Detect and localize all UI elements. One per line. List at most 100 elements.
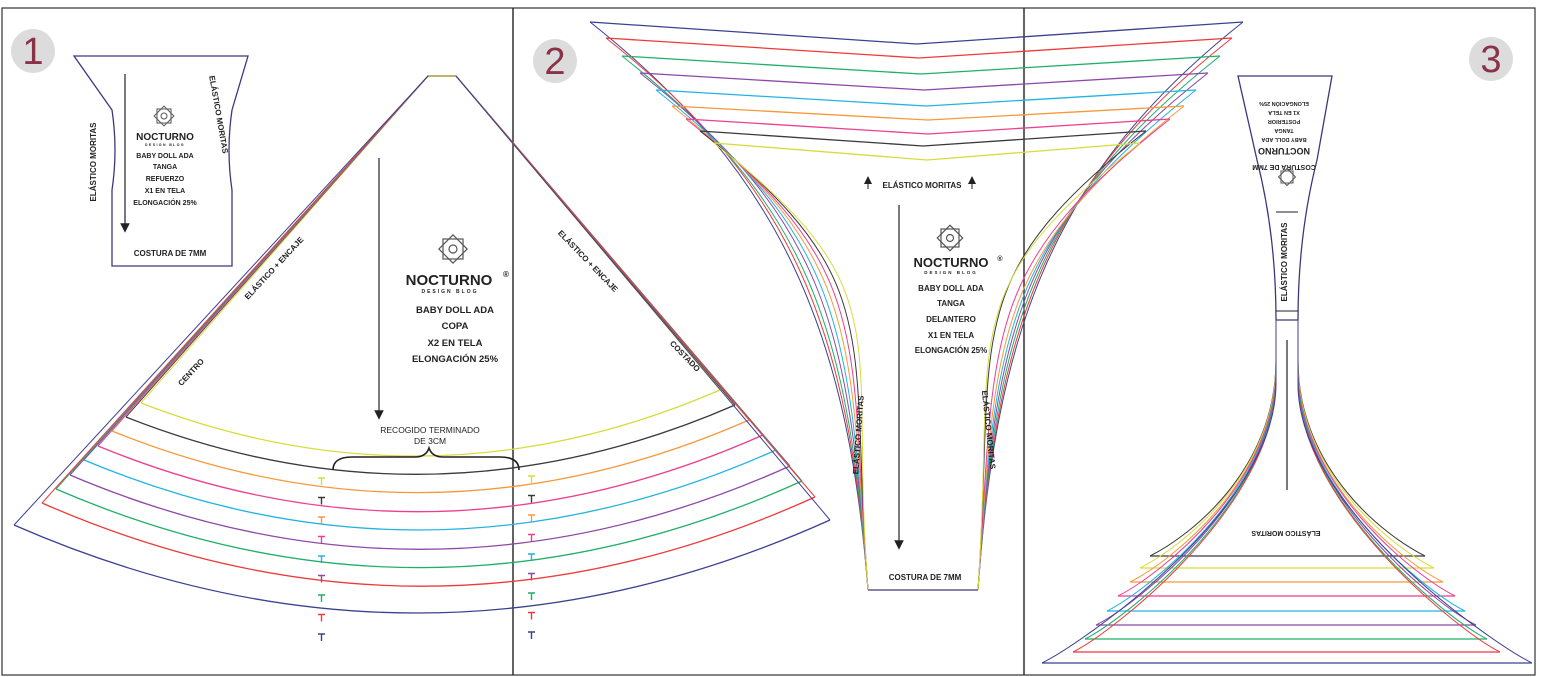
posterior-top-label: COSTURA DE 7MM (1252, 163, 1316, 170)
delantero-brand-reg: ® (997, 255, 1003, 263)
delantero-size-waist-1 (589, 21, 1244, 45)
refuerzo-line-4: X1 EN TELA (145, 188, 185, 195)
posterior-brand-name: NOCTURNO (1258, 146, 1310, 156)
copa-line-4: ELONGACIÓN 25% (412, 353, 499, 365)
copa-notch-right-7 (528, 592, 535, 600)
copa-right-edge-label: ELÁSTICO + ENCAJE (556, 229, 620, 295)
delantero-size-side-left-3 (621, 55, 869, 591)
delantero-size-side-left-7 (685, 118, 869, 591)
svg-text:3: 3 (1480, 39, 1501, 81)
copa-gather-line2: DE 3CM (414, 436, 446, 446)
delantero-size-side-left-2 (605, 37, 869, 591)
piece-delantero: ELÁSTICO MORITAS NOCTURNO ® DESIGN BLOG … (589, 21, 1244, 591)
refuerzo-line-3: REFUERZO (146, 176, 185, 183)
delantero-size-side-right-5 (977, 89, 1197, 591)
delantero-line-3: DELANTERO (926, 315, 976, 324)
posterior-size-side-left-4 (1117, 320, 1277, 597)
delantero-size-side-right-9 (977, 142, 1141, 591)
posterior-size-side-left-9 (1041, 320, 1277, 664)
posterior-size-side-left-5 (1106, 320, 1277, 612)
delantero-brand-tagline: DESIGN BLOG (924, 270, 978, 275)
copa-brand-tagline: DESIGN BLOG (421, 289, 478, 295)
copa-size-hem-9 (13, 519, 831, 614)
delantero-line-4: X1 EN TELA (928, 331, 974, 340)
refuerzo-outline (72, 55, 249, 267)
delantero-size-side-left-5 (655, 89, 869, 591)
delantero-size-side-right-1 (977, 21, 1244, 591)
copa-size-edge-left-9 (13, 75, 429, 526)
posterior-size-side-right-9 (1297, 320, 1533, 664)
delantero-size-waist-3 (621, 55, 1221, 75)
delantero-brand-logo (936, 224, 964, 252)
delantero-size-bands (589, 21, 1244, 591)
copa-line-2: COPA (442, 321, 469, 332)
posterior-size-side-right-7 (1297, 320, 1488, 640)
delantero-bottom-label: COSTURA DE 7MM (889, 573, 962, 582)
copa-notch-right-9 (528, 631, 535, 639)
delantero-size-waist-4 (639, 72, 1209, 91)
copa-left-edge-label: ELÁSTICO + ENCAJE (243, 235, 306, 302)
copa-brand-reg: ® (503, 270, 509, 279)
posterior-size-side-right-3 (1297, 320, 1444, 583)
posterior-line-1: BABY DOLL ADA (1261, 136, 1306, 142)
delantero-size-side-left-6 (671, 105, 869, 591)
posterior-line-3: POSTERIOR (1268, 118, 1300, 124)
delantero-top-label: ELÁSTICO MORITAS (883, 181, 963, 190)
copa-size-hem-6 (69, 465, 791, 550)
panel-number-1: 1 (11, 29, 55, 73)
copa-notch-right-8 (528, 611, 535, 620)
sheet-frame (1, 7, 1536, 676)
gather-brace (332, 445, 520, 471)
copa-size-hem-7 (55, 480, 803, 569)
copa-size-hem-5 (83, 449, 777, 531)
delantero-size-side-left-9 (713, 142, 869, 591)
copa-brand-logo (438, 234, 468, 264)
copa-notch-left-7 (318, 594, 325, 602)
delantero-size-side-right-2 (977, 37, 1233, 591)
delantero-size-waist-7 (685, 118, 1171, 135)
posterior-size-side-right-8 (1297, 320, 1501, 653)
copa-notch-left-3 (318, 516, 325, 524)
delantero-line-1: BABY DOLL ADA (918, 284, 984, 293)
copa-brand-name: NOCTURNO (406, 272, 493, 289)
refuerzo-right-label: ELÁSTICO MORITAS (207, 75, 230, 155)
piece-posterior: COSTURA DE 7MM NOCTURNO BABY DOLL ADA TA… (1041, 75, 1533, 664)
refuerzo-left-label: ELÁSTICO MORITAS (89, 122, 98, 202)
copa-size-hem-4 (97, 434, 764, 513)
copa-notch-left-2 (318, 496, 325, 505)
delantero-size-side-left-1 (589, 21, 869, 591)
posterior-size-side-right-1 (1297, 320, 1426, 557)
delantero-size-waist-9 (713, 142, 1141, 161)
refuerzo-brand-tagline: DESIGN BLOG (145, 143, 185, 147)
copa-line-1: BABY DOLL ADA (416, 305, 494, 316)
delantero-line-2: TANGA (937, 299, 965, 308)
delantero-size-side-right-6 (977, 105, 1185, 591)
svg-text:2: 2 (544, 41, 565, 83)
delantero-brand-name: NOCTURNO (913, 255, 988, 270)
posterior-size-side-right-4 (1297, 320, 1456, 597)
posterior-size-bands (1041, 75, 1533, 664)
copa-notch-left-6 (318, 574, 325, 583)
piece-refuerzo: ELÁSTICO MORITAS ELÁSTICO MORITAS NOCTUR… (72, 55, 249, 267)
posterior-size-side-right-6 (1297, 320, 1477, 626)
delantero-size-waist-5 (655, 89, 1197, 107)
panel-number-2: 2 (533, 39, 577, 83)
delantero-size-side-right-8 (977, 130, 1147, 591)
delantero-size-waist-8 (699, 130, 1147, 147)
copa-notch-right-1 (528, 475, 535, 483)
posterior-brand-logo (1277, 167, 1297, 187)
copa-size-hem-1 (140, 389, 721, 457)
copa-notch-left-8 (318, 613, 325, 622)
copa-notch-left-4 (318, 535, 325, 544)
piece-copa: ELÁSTICO + ENCAJE ELÁSTICO + ENCAJE CENT… (13, 75, 831, 641)
posterior-size-side-left-8 (1072, 320, 1277, 653)
posterior-line-5: ELONGACIÓN 25% (1259, 100, 1309, 108)
posterior-side-label: ELÁSTICO MORITAS (1280, 222, 1289, 302)
refuerzo-brand-name: NOCTURNO (136, 132, 194, 143)
copa-size-edge-left-8 (41, 75, 429, 504)
copa-size-edge-right-9 (455, 75, 831, 521)
svg-text:1: 1 (22, 31, 43, 73)
copa-centro-label: CENTRO (176, 357, 206, 388)
copa-size-hem-8 (41, 496, 816, 587)
